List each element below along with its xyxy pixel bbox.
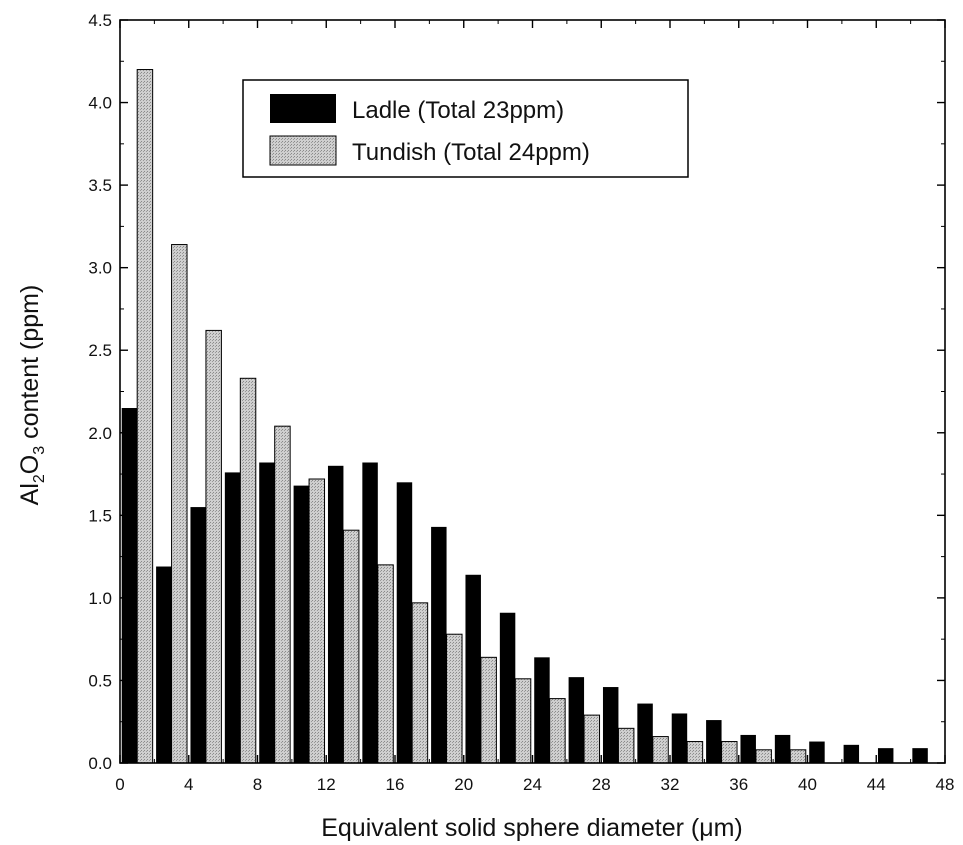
bar-ladle-16 [396,482,413,763]
bar-ladle-40 [809,741,825,763]
x-tick-label: 20 [454,775,473,794]
bar-tundish-4 [205,329,222,764]
bar-ladle-36 [740,734,756,763]
y-tick-label: 3.0 [88,259,112,278]
y-tick-label: 2.5 [88,341,112,360]
bar-ladle-8 [259,462,275,763]
bar-ladle-42 [843,744,860,763]
bar-tundish-28 [617,727,635,764]
legend-swatch-tundish [269,135,337,166]
x-tick-label: 16 [386,775,405,794]
bar-tundish-0 [136,69,154,764]
bar-tundish-26 [583,714,601,764]
x-tick-label: 40 [798,775,817,794]
bar-ladle-32 [671,713,688,763]
x-tick-label: 28 [592,775,611,794]
bar-tundish-32 [686,741,704,764]
legend: Ladle (Total 23ppm) Tundish (Total 24ppm… [242,79,689,178]
bar-tundish-36 [755,749,772,764]
bar-tundish-10 [308,478,326,764]
bar-ladle-10 [293,485,310,763]
y-tick-label: 3.5 [88,176,112,195]
bar-tundish-24 [549,698,566,764]
legend-label-ladle: Ladle (Total 23ppm) [352,97,564,124]
bar-ladle-24 [534,657,550,763]
y-tick-label: 4.5 [88,11,112,30]
bar-tundish-14 [377,564,394,764]
y-tick-label: 4.0 [88,94,112,113]
x-tick-label: 12 [317,775,336,794]
bar-ladle-38 [774,734,791,763]
y-tick-label: 1.0 [88,589,112,608]
ticks-group: 0.00.51.01.52.02.53.03.54.04.50 4 8 12 16 20 2… [88,11,954,794]
legend-label-tundish: Tundish (Total 24ppm) [352,139,590,166]
bars-group [121,69,928,764]
bar-ladle-12 [327,465,344,763]
x-axis-title: Equivalent solid sphere diameter (μm) [321,814,743,842]
bar-ladle-30 [637,703,653,763]
x-tick-label: 32 [661,775,680,794]
bar-ladle-0 [121,408,138,763]
bar-tundish-38 [789,749,807,764]
x-tick-label: 44 [867,775,886,794]
bar-ladle-4 [190,507,206,763]
y-tick-label: 2.0 [88,424,112,443]
bar-ladle-18 [431,526,447,763]
x-tick-label: 36 [729,775,748,794]
x-tick-label: 24 [523,775,542,794]
legend-swatch-ladle [270,94,336,123]
bar-ladle-22 [499,612,516,763]
bar-ladle-34 [706,720,722,763]
bar-ladle-6 [224,472,241,763]
x-tick-label: 8 [253,775,262,794]
bar-tundish-22 [514,678,532,764]
bar-tundish-30 [652,736,669,764]
bar-tundish-34 [721,741,738,764]
bar-ladle-46 [912,748,928,763]
x-tick-label: 48 [936,775,955,794]
bar-ladle-20 [465,574,481,763]
y-tick-label: 0.5 [88,671,112,690]
bar-tundish-2 [171,244,188,764]
bar-ladle-26 [568,677,585,763]
bar-tundish-20 [480,656,497,764]
x-tick-label: 0 [115,775,124,794]
bar-tundish-18 [446,633,463,764]
y-axis-title: Al2O3 content (ppm) [16,285,48,506]
y-tick-label: 1.5 [88,506,112,525]
bar-ladle-28 [602,687,619,763]
bar-ladle-44 [877,748,894,763]
bar-ladle-14 [362,462,378,763]
bar-tundish-16 [411,602,429,764]
bar-tundish-12 [342,529,360,764]
bar-tundish-6 [239,377,257,764]
bar-tundish-8 [274,425,291,764]
bar-ladle-2 [156,566,172,763]
y-tick-label: 0.0 [88,754,112,773]
x-tick-label: 4 [184,775,193,794]
